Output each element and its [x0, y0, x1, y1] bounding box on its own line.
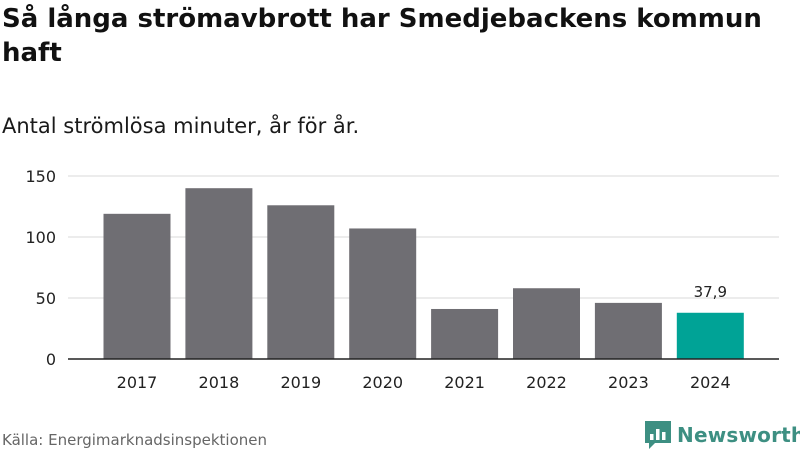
x-tick-label: 2020: [362, 373, 403, 392]
bar: [267, 205, 335, 359]
bar: [431, 308, 499, 359]
brand-name: Newsworthy: [677, 423, 800, 447]
data-label: 37,9: [694, 283, 727, 301]
bar: [103, 213, 171, 359]
x-tick-label: 2017: [117, 373, 158, 392]
chart-title: Så långa strömavbrott har Smedjebackens …: [2, 4, 762, 68]
x-tick-label: 2023: [608, 373, 649, 392]
y-tick-label: 50: [36, 289, 56, 308]
x-tick-label: 2022: [526, 373, 567, 392]
x-tick-label: 2021: [444, 373, 485, 392]
x-tick-label: 2018: [199, 373, 240, 392]
bar: [513, 288, 580, 359]
x-tick-label: 2019: [280, 373, 321, 392]
bar-chart: 0 50 100 150 2017 2018 2019 2020 2021 2022 2023 202…: [25, 167, 779, 392]
chart-subtitle: Antal strömlösa minuter, år för år.: [2, 114, 360, 138]
bar: [349, 228, 417, 359]
source-note: Källa: Energimarknadsinspektionen: [2, 431, 268, 449]
y-tick-label: 150: [25, 167, 56, 186]
bar: [676, 312, 744, 359]
newsworthy-logo-icon: [645, 421, 671, 449]
bar: [185, 188, 253, 359]
bar: [594, 302, 662, 359]
y-tick-label: 0: [46, 350, 56, 369]
y-tick-label: 100: [25, 228, 56, 247]
x-tick-label: 2024: [690, 373, 731, 392]
brand-logo: Newsworthy: [645, 421, 800, 449]
